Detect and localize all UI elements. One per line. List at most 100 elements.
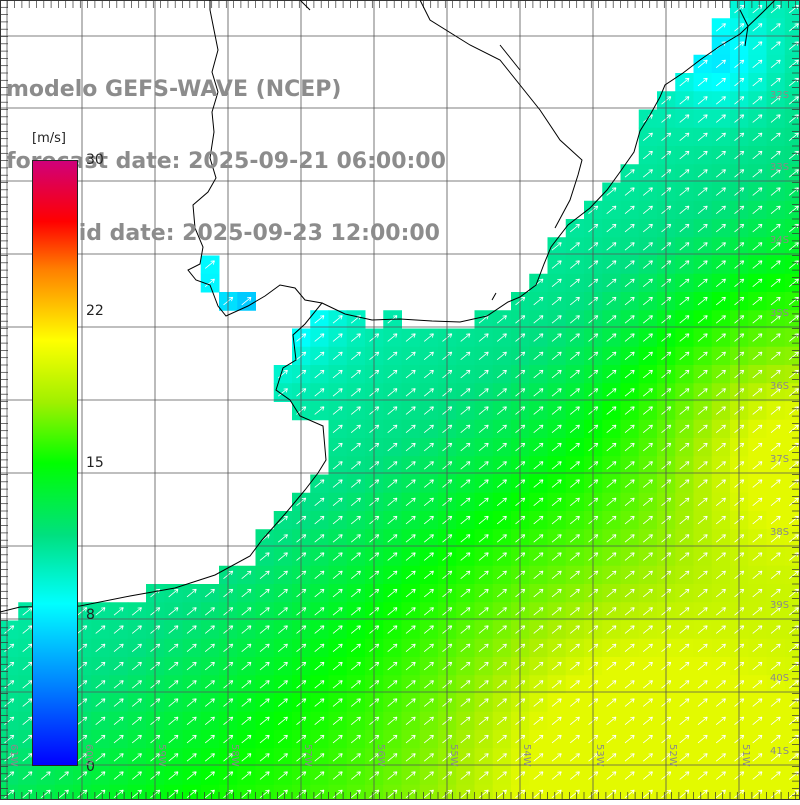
wind-arrow: [624, 515, 635, 525]
wind-arrow: [697, 515, 708, 525]
wind-arrow: [131, 753, 142, 762]
wind-arrow: [679, 515, 690, 525]
wind-arrow: [496, 734, 507, 744]
wind-arrow: [113, 716, 124, 726]
wind-arrow: [770, 424, 781, 434]
wind-speed-cell: [784, 237, 800, 256]
wind-arrow: [697, 333, 708, 342]
wind-arrow: [642, 661, 653, 671]
wind-arrow: [752, 424, 763, 434]
wind-arrow: [387, 424, 398, 434]
wind-speed-cell: [784, 219, 800, 238]
wind-arrow: [551, 661, 562, 671]
wind-arrow: [697, 150, 708, 160]
wind-speed-cell: [784, 383, 800, 402]
wind-arrow: [569, 223, 580, 233]
wind-arrow: [460, 515, 471, 525]
wind-arrow: [752, 4, 763, 14]
wind-arrow: [788, 607, 799, 616]
wind-arrow: [679, 625, 690, 634]
wind-arrow: [697, 351, 708, 361]
wind-arrow: [606, 406, 617, 415]
wind-arrow: [496, 570, 507, 580]
wind-arrow: [697, 96, 708, 105]
wind-arrow: [551, 607, 562, 616]
wind-arrow: [387, 753, 398, 762]
wind-arrow: [642, 187, 653, 196]
wind-arrow: [715, 479, 726, 488]
wind-arrow: [186, 789, 197, 799]
wind-arrow: [423, 643, 434, 653]
wind-arrow: [168, 698, 179, 707]
wind-arrow: [387, 643, 398, 653]
wind-arrow: [22, 607, 33, 616]
wind-arrow: [642, 369, 653, 379]
wind-speed-cell: [784, 748, 800, 767]
wind-arrow: [642, 515, 653, 525]
wind-arrow: [496, 315, 507, 324]
wind-arrow: [770, 132, 781, 142]
wind-arrow: [624, 661, 635, 671]
wind-speed-cell: [255, 784, 275, 804]
wind-arrow: [569, 607, 580, 616]
wind-arrow: [697, 789, 708, 799]
wind-arrow: [496, 698, 507, 707]
wind-arrow: [752, 734, 763, 744]
wind-arrow: [715, 296, 726, 306]
wind-arrow: [204, 716, 215, 726]
wind-arrow: [387, 515, 398, 525]
wind-arrow: [606, 424, 617, 434]
wind-arrow: [314, 388, 325, 397]
wind-arrow: [259, 753, 270, 762]
wind-arrow: [496, 607, 507, 616]
wind-arrow: [204, 625, 215, 634]
wind-arrow: [697, 661, 708, 671]
wind-arrow: [551, 552, 562, 561]
wind-arrow: [387, 570, 398, 580]
wind-arrow: [4, 789, 15, 799]
wind-arrow: [788, 534, 799, 543]
wind-arrow: [460, 479, 471, 488]
wind-arrow: [569, 242, 580, 251]
colorbar-tick-0: 0: [86, 759, 95, 775]
wind-arrow: [551, 698, 562, 707]
wind-arrow: [606, 570, 617, 580]
wind-arrow: [679, 680, 690, 689]
wind-arrow: [697, 753, 708, 762]
longitude-label: 51W: [740, 744, 751, 767]
wind-arrow: [642, 169, 653, 178]
wind-arrow: [4, 753, 15, 762]
wind-arrow: [624, 552, 635, 561]
wind-arrow: [423, 734, 434, 744]
wind-arrow: [460, 789, 471, 799]
wind-arrow: [752, 442, 763, 452]
wind-arrow: [95, 698, 106, 707]
wind-arrow: [770, 351, 781, 361]
wind-arrow: [131, 716, 142, 726]
wind-arrow: [423, 625, 434, 634]
wind-arrow: [478, 625, 489, 634]
wind-arrow: [350, 753, 361, 762]
wind-arrow: [533, 406, 544, 415]
wind-arrow: [113, 771, 124, 780]
wind-arrow: [332, 424, 343, 434]
wind-arrow: [606, 223, 617, 233]
wind-arrow: [697, 388, 708, 397]
wind-arrow: [259, 771, 270, 780]
wind-arrow: [679, 661, 690, 671]
wind-arrow: [624, 242, 635, 251]
wind-arrow: [752, 625, 763, 634]
wind-arrow: [496, 388, 507, 397]
wind-arrow: [624, 771, 635, 780]
wind-arrow: [715, 132, 726, 142]
wind-arrow: [460, 698, 471, 707]
wind-arrow: [496, 479, 507, 488]
wind-arrow: [551, 625, 562, 634]
wind-speed-cell: [784, 255, 800, 275]
wind-arrow: [460, 333, 471, 342]
wind-arrow: [533, 424, 544, 434]
wind-arrow: [113, 734, 124, 744]
wind-arrow: [715, 59, 726, 69]
wind-arrow: [569, 588, 580, 598]
wind-arrow: [551, 716, 562, 726]
